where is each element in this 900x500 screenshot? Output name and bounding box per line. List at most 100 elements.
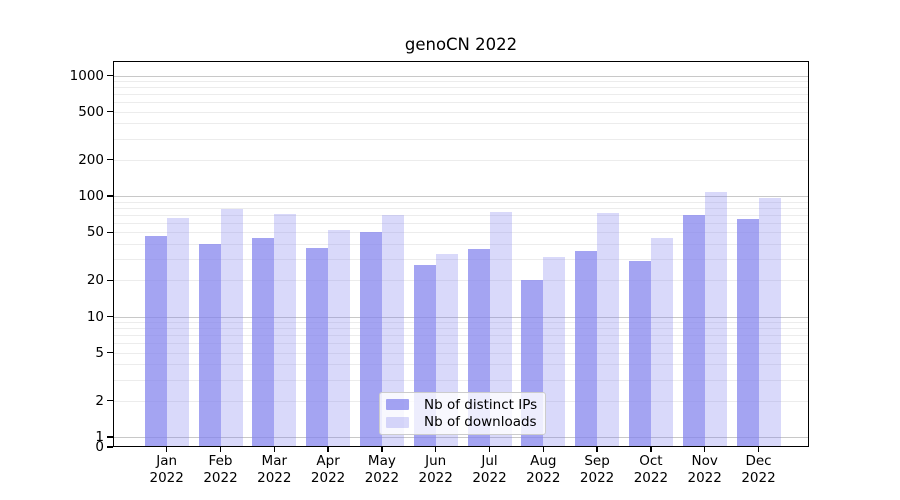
- y-tick-mark: [107, 352, 113, 354]
- gridline-minor: [113, 335, 809, 337]
- gridline-minor: [113, 352, 809, 354]
- bar-distinct-ips: [144, 235, 167, 447]
- y-tick-label: 2: [95, 392, 104, 409]
- y-tick-label: 50: [86, 224, 104, 241]
- legend-swatch-distinct-ips: [386, 399, 409, 411]
- x-tick-label: Aug 2022: [526, 453, 561, 486]
- x-tick-mark: [327, 447, 329, 452]
- x-tick-label: May 2022: [364, 453, 400, 486]
- x-tick-label: Feb 2022: [203, 453, 238, 486]
- legend: Nb of distinct IPs Nb of downloads: [379, 392, 546, 435]
- x-tick-mark: [435, 447, 437, 452]
- gridline-minor: [113, 214, 809, 216]
- bar-distinct-ips: [575, 250, 598, 447]
- bar-downloads: [381, 214, 404, 447]
- y-tick-mark: [107, 446, 113, 448]
- gridline-minor: [113, 232, 809, 234]
- gridline-minor: [113, 207, 809, 209]
- gridline-minor: [113, 280, 809, 282]
- bar-downloads: [274, 213, 297, 447]
- bar-distinct-ips: [736, 218, 759, 447]
- x-tick-label: Oct 2022: [633, 453, 669, 486]
- gridline-minor: [113, 222, 809, 224]
- plot-area: [113, 61, 809, 447]
- y-tick-mark: [107, 74, 113, 77]
- gridline-minor: [113, 243, 809, 245]
- gridline-minor: [113, 138, 809, 140]
- x-tick-mark: [488, 447, 491, 452]
- x-tick-label: Dec 2022: [741, 453, 776, 486]
- gridline-minor: [113, 111, 809, 113]
- bar-distinct-ips: [198, 243, 221, 447]
- bar-downloads: [328, 230, 351, 447]
- chart-title: genoCN 2022: [404, 35, 518, 54]
- bar-distinct-ips: [252, 237, 275, 447]
- gridline-minor: [113, 201, 809, 203]
- legend-label-distinct-ips: Nb of distinct IPs: [424, 396, 538, 413]
- gridline-minor: [113, 102, 809, 104]
- x-tick-mark: [650, 447, 652, 452]
- bar-distinct-ips: [628, 260, 651, 447]
- gridline-minor: [113, 364, 809, 366]
- gridline-major: [113, 196, 809, 197]
- bar-downloads: [166, 217, 189, 447]
- x-tick-mark: [757, 447, 760, 452]
- gridline-minor: [113, 159, 809, 161]
- y-tick-mark: [107, 159, 113, 161]
- gridline-minor: [113, 123, 809, 125]
- bar-downloads: [597, 213, 620, 447]
- x-tick-label: Jun 2022: [418, 453, 453, 486]
- gridline-minor: [113, 94, 809, 96]
- gridline-minor: [113, 87, 809, 89]
- y-tick-mark: [107, 400, 113, 402]
- x-tick-label: Sep 2022: [579, 453, 615, 486]
- y-tick-mark: [107, 279, 113, 281]
- x-tick-mark: [219, 447, 222, 452]
- gridline-minor: [113, 328, 809, 330]
- bar-downloads: [489, 212, 512, 447]
- bar-downloads: [650, 237, 673, 447]
- x-tick-mark: [166, 447, 168, 452]
- y-tick-label: 20: [86, 272, 104, 289]
- bar-downloads: [543, 257, 566, 447]
- bar-downloads: [758, 198, 781, 447]
- x-tick-label: Apr 2022: [310, 453, 346, 486]
- y-tick-mark: [107, 111, 113, 113]
- gridline-minor: [113, 259, 809, 260]
- bar-distinct-ips: [359, 232, 382, 447]
- x-tick-label: Jul 2022: [472, 453, 507, 486]
- x-tick-mark: [704, 447, 706, 452]
- legend-entry-downloads: Nb of downloads: [386, 414, 538, 431]
- bar-downloads: [220, 209, 243, 447]
- gridline-minor: [113, 322, 809, 323]
- y-tick-label: 1: [95, 429, 104, 445]
- x-tick-label: Jan 2022: [149, 453, 184, 486]
- legend-entry-distinct-ips: Nb of distinct IPs: [386, 396, 538, 413]
- x-tick-mark: [542, 447, 544, 452]
- y-tick-label: 500: [78, 103, 104, 120]
- y-tick-mark: [107, 231, 113, 233]
- y-tick-mark: [107, 315, 113, 318]
- gridline-major: [113, 437, 809, 438]
- y-tick-mark: [107, 436, 113, 438]
- x-tick-label: Mar 2022: [257, 453, 292, 486]
- y-tick-label: 1000: [69, 67, 104, 84]
- gridline-major: [113, 316, 809, 318]
- gridline-minor: [113, 81, 809, 82]
- bar-distinct-ips: [682, 214, 705, 447]
- x-tick-mark: [381, 447, 383, 452]
- gridline-minor: [113, 343, 809, 345]
- y-tick-label: 10: [86, 308, 104, 325]
- legend-swatch-downloads: [386, 416, 409, 428]
- y-tick-label: 200: [78, 151, 104, 168]
- y-tick-mark: [107, 195, 113, 197]
- bar-distinct-ips: [306, 248, 329, 447]
- x-tick-mark: [273, 447, 275, 452]
- legend-label-downloads: Nb of downloads: [424, 414, 537, 431]
- y-tick-label: 0: [95, 439, 104, 455]
- y-tick-label: 100: [78, 188, 104, 204]
- x-tick-mark: [596, 447, 598, 452]
- y-tick-label: 5: [95, 344, 104, 361]
- bar-downloads: [704, 191, 727, 447]
